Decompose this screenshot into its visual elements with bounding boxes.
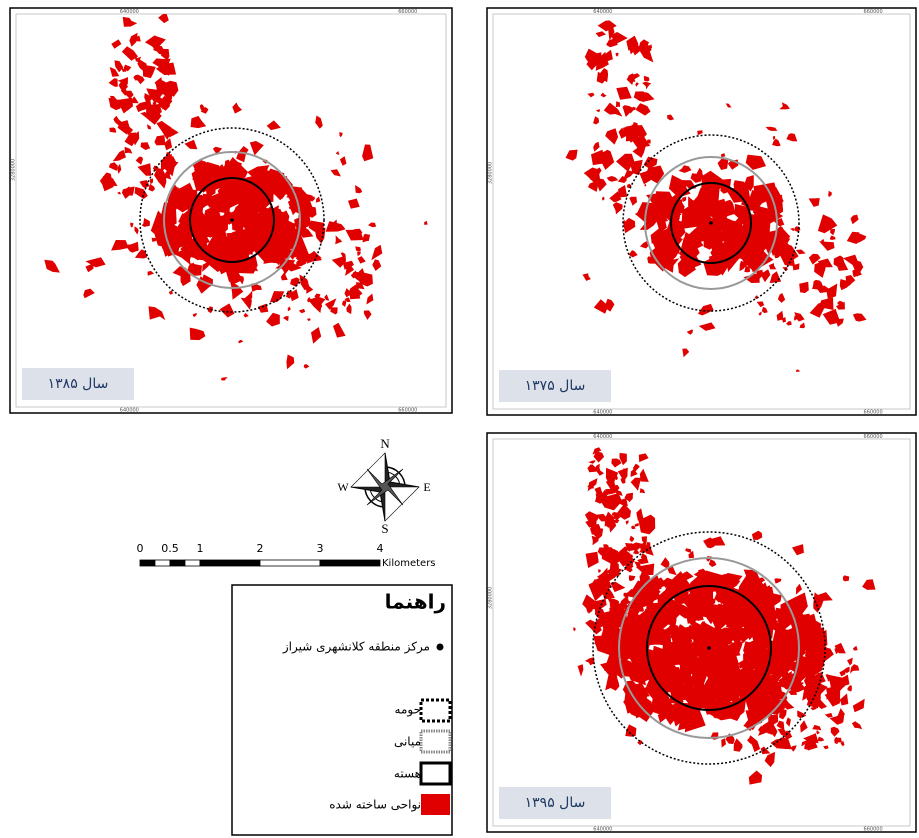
map-panel: 640000 640000 660000 660000 3280000 سال ۱۳۹۵ xyxy=(487,433,916,833)
scale-unit: Kilometers xyxy=(382,558,436,569)
scale-segment xyxy=(320,560,380,566)
compass: N S E W xyxy=(337,436,430,536)
scale-segment xyxy=(140,560,155,566)
scale-tick-label: 4 xyxy=(377,542,384,555)
metro-center xyxy=(709,221,713,225)
map-extent xyxy=(16,14,446,407)
scale-segment xyxy=(170,560,185,566)
scale-tick-label: 0 xyxy=(137,542,144,555)
x-coordinate-top: 640000 xyxy=(593,434,612,440)
metro-center xyxy=(230,218,234,222)
legend-item: هسته xyxy=(394,767,421,781)
x-coordinate-top: 660000 xyxy=(864,434,883,440)
y-coordinate: 3280000 xyxy=(11,159,17,181)
legend: راهنما مرکز منطقه کلانشهری شیراز حومه میان… xyxy=(232,585,452,835)
x-coordinate-bottom: 640000 xyxy=(593,410,612,416)
legend-item: مرکز منطقه کلانشهری شیراز xyxy=(282,640,430,655)
legend-item: میانی xyxy=(394,735,421,749)
x-coordinate-bottom: 660000 xyxy=(864,827,883,833)
scale-segment xyxy=(155,560,170,566)
legend-title: راهنما xyxy=(385,590,446,614)
y-coordinate: 3280000 xyxy=(488,162,494,184)
legend-item: حومه xyxy=(395,703,421,718)
metro-center xyxy=(707,646,711,650)
compass-east: E xyxy=(423,480,430,494)
scale-tick-label: 0.5 xyxy=(161,542,179,555)
year-label: سال ۱۳۹۵ xyxy=(525,795,586,811)
map-panel: 640000 640000 660000 660000 3280000 سال ۱۳۸۵ xyxy=(10,8,452,414)
scale-segment xyxy=(200,560,260,566)
legend-item: نواحی ساخته شده xyxy=(329,798,421,813)
x-coordinate-top: 640000 xyxy=(120,9,139,15)
year-label: سال ۱۳۸۵ xyxy=(48,376,109,392)
year-label: سال ۱۳۷۵ xyxy=(525,378,586,394)
compass-west: W xyxy=(337,480,349,494)
x-coordinate-bottom: 660000 xyxy=(864,410,883,416)
scale-segment xyxy=(260,560,320,566)
compass-north: N xyxy=(380,436,390,451)
scale-bar: 0 0.5 1 2 3 4 Kilometers xyxy=(137,542,436,569)
figure: 6400006400006600006600003280000سال ۱۳۸۵6… xyxy=(0,0,919,838)
map-panel: 640000 640000 660000 660000 3280000 سال ۱۳۷۵ xyxy=(487,8,916,416)
scale-segment xyxy=(185,560,200,566)
x-coordinate-top: 640000 xyxy=(593,9,612,15)
x-coordinate-top: 660000 xyxy=(864,9,883,15)
scale-tick-label: 1 xyxy=(197,542,204,555)
scale-tick-label: 2 xyxy=(257,542,264,555)
x-coordinate-bottom: 640000 xyxy=(120,408,139,414)
scale-tick-label: 3 xyxy=(317,542,324,555)
x-coordinate-bottom: 640000 xyxy=(593,827,612,833)
x-coordinate-bottom: 660000 xyxy=(398,408,417,414)
x-coordinate-top: 660000 xyxy=(398,9,417,15)
compass-south: S xyxy=(381,521,388,536)
y-coordinate: 3280000 xyxy=(488,587,494,609)
